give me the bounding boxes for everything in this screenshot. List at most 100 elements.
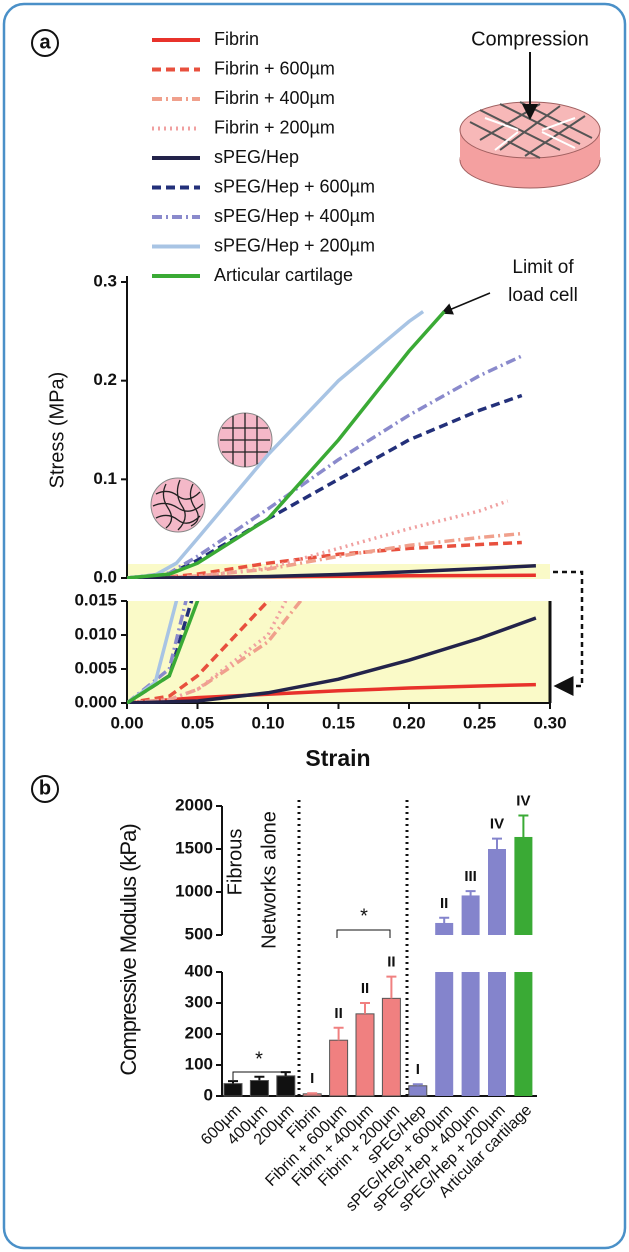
legend-label: Articular cartilage: [214, 265, 353, 285]
panel-badge: [31, 29, 59, 57]
bar: [488, 972, 506, 1096]
significance: *: [255, 1048, 263, 1070]
group-label: I: [416, 1061, 420, 1078]
bracket: [336, 929, 391, 938]
x-tick-label: 0.00: [110, 713, 143, 732]
x-tick-label: 0.05: [181, 713, 214, 732]
y-tick-label: 0.005: [74, 658, 117, 677]
series-line: [127, 310, 446, 579]
y-tick-label: 1000: [175, 881, 213, 900]
error-bar: [333, 1026, 344, 1041]
error-bar: [518, 814, 529, 837]
error-bar: [280, 1071, 291, 1076]
y-tick-label: 200: [185, 1023, 213, 1042]
series-line: [127, 601, 271, 704]
y-tick-label: 0.0: [93, 567, 117, 586]
y-tick-label: 1500: [175, 838, 213, 857]
group-label: II: [440, 895, 448, 912]
x-tick-label: 0.10: [251, 713, 284, 732]
annotation: Compression: [471, 28, 589, 50]
error-bar: [465, 890, 476, 896]
legend-label: sPEG/Hep + 200µm: [214, 235, 375, 255]
series-line: [127, 682, 536, 704]
bar: [276, 1075, 296, 1097]
bar: [488, 849, 506, 935]
group-label: II: [334, 1005, 342, 1022]
y-tick-label: 0.3: [93, 271, 117, 290]
legend-label: Fibrin: [214, 29, 259, 49]
bar: [514, 836, 533, 935]
limit-arrow: [440, 292, 491, 315]
y-tick-label: 0.000: [74, 692, 117, 711]
significance: *: [360, 905, 368, 927]
y-tick-label: 300: [185, 992, 213, 1011]
annotation: Limit of: [512, 257, 574, 278]
bar: [461, 895, 480, 935]
error-bar: [360, 1002, 370, 1014]
panel-badge: [31, 775, 59, 803]
series-line: [127, 601, 179, 704]
y-tick-label: 0.1: [93, 469, 117, 488]
group-label: I: [310, 1070, 314, 1087]
bar: [381, 997, 401, 1097]
legend-label: sPEG/Hep + 400µm: [214, 206, 375, 226]
y-axis-label: Compressive Modulus (kPa): [116, 824, 141, 1075]
error-bar: [386, 975, 397, 999]
error-bar: [307, 1092, 318, 1095]
bar: [461, 972, 480, 1096]
bar: [355, 1013, 375, 1097]
zoom-arrow: [553, 570, 584, 696]
bar: [329, 1039, 349, 1097]
x-axis-label: Strain: [305, 745, 370, 771]
series-line: [127, 354, 523, 579]
series-line: [127, 563, 536, 579]
series-line: [127, 310, 425, 579]
error-bar: [254, 1075, 265, 1081]
group-label: II: [387, 954, 395, 971]
y-tick-label: 0: [204, 1085, 213, 1104]
network-icons: [150, 412, 273, 533]
error-bar: [228, 1080, 238, 1084]
series-line: [127, 616, 537, 704]
y-tick-label: 2000: [175, 795, 213, 814]
group-label: III: [464, 868, 477, 885]
y-tick-label: 0.2: [93, 370, 117, 389]
x-tick-label: 0.20: [392, 713, 425, 732]
annotation: Fibrous: [224, 829, 246, 896]
legend-label: Fibrin + 200µm: [214, 117, 335, 137]
group-label: II: [361, 980, 369, 997]
legend-label: Fibrin + 400µm: [214, 88, 335, 108]
legend-label: sPEG/Hep + 600µm: [214, 176, 375, 196]
x-tick-label: 0.25: [463, 713, 496, 732]
series-line: [127, 601, 188, 704]
error-bar: [439, 916, 450, 923]
bar: [435, 922, 454, 935]
panel-label: a: [39, 31, 51, 53]
annotation: Networks alone: [258, 811, 280, 949]
bar: [514, 972, 533, 1096]
compression-schematic: [459, 52, 601, 189]
y-tick-label: 0.010: [74, 624, 117, 643]
y-tick-label: 400: [185, 961, 213, 980]
annotation: load cell: [508, 285, 578, 306]
bar: [249, 1080, 269, 1097]
y-tick-label: 100: [185, 1054, 213, 1073]
error-bar: [492, 837, 502, 849]
bar: [435, 972, 454, 1096]
group-label: IV: [516, 792, 530, 809]
legend-label: Fibrin + 600µm: [214, 58, 335, 78]
group-label: IV: [490, 816, 504, 833]
y-tick-label: 500: [185, 924, 213, 943]
error-bar: [412, 1083, 423, 1086]
panel-label: b: [39, 777, 51, 799]
series-line: [127, 601, 303, 704]
y-tick-label: 0.015: [74, 590, 117, 609]
series-line: [127, 601, 200, 704]
bar: [223, 1083, 243, 1097]
series-line: [127, 499, 509, 579]
y-axis-label: Stress (MPa): [46, 372, 68, 489]
legend-label: sPEG/Hep: [214, 147, 299, 167]
bar: [408, 1085, 428, 1097]
